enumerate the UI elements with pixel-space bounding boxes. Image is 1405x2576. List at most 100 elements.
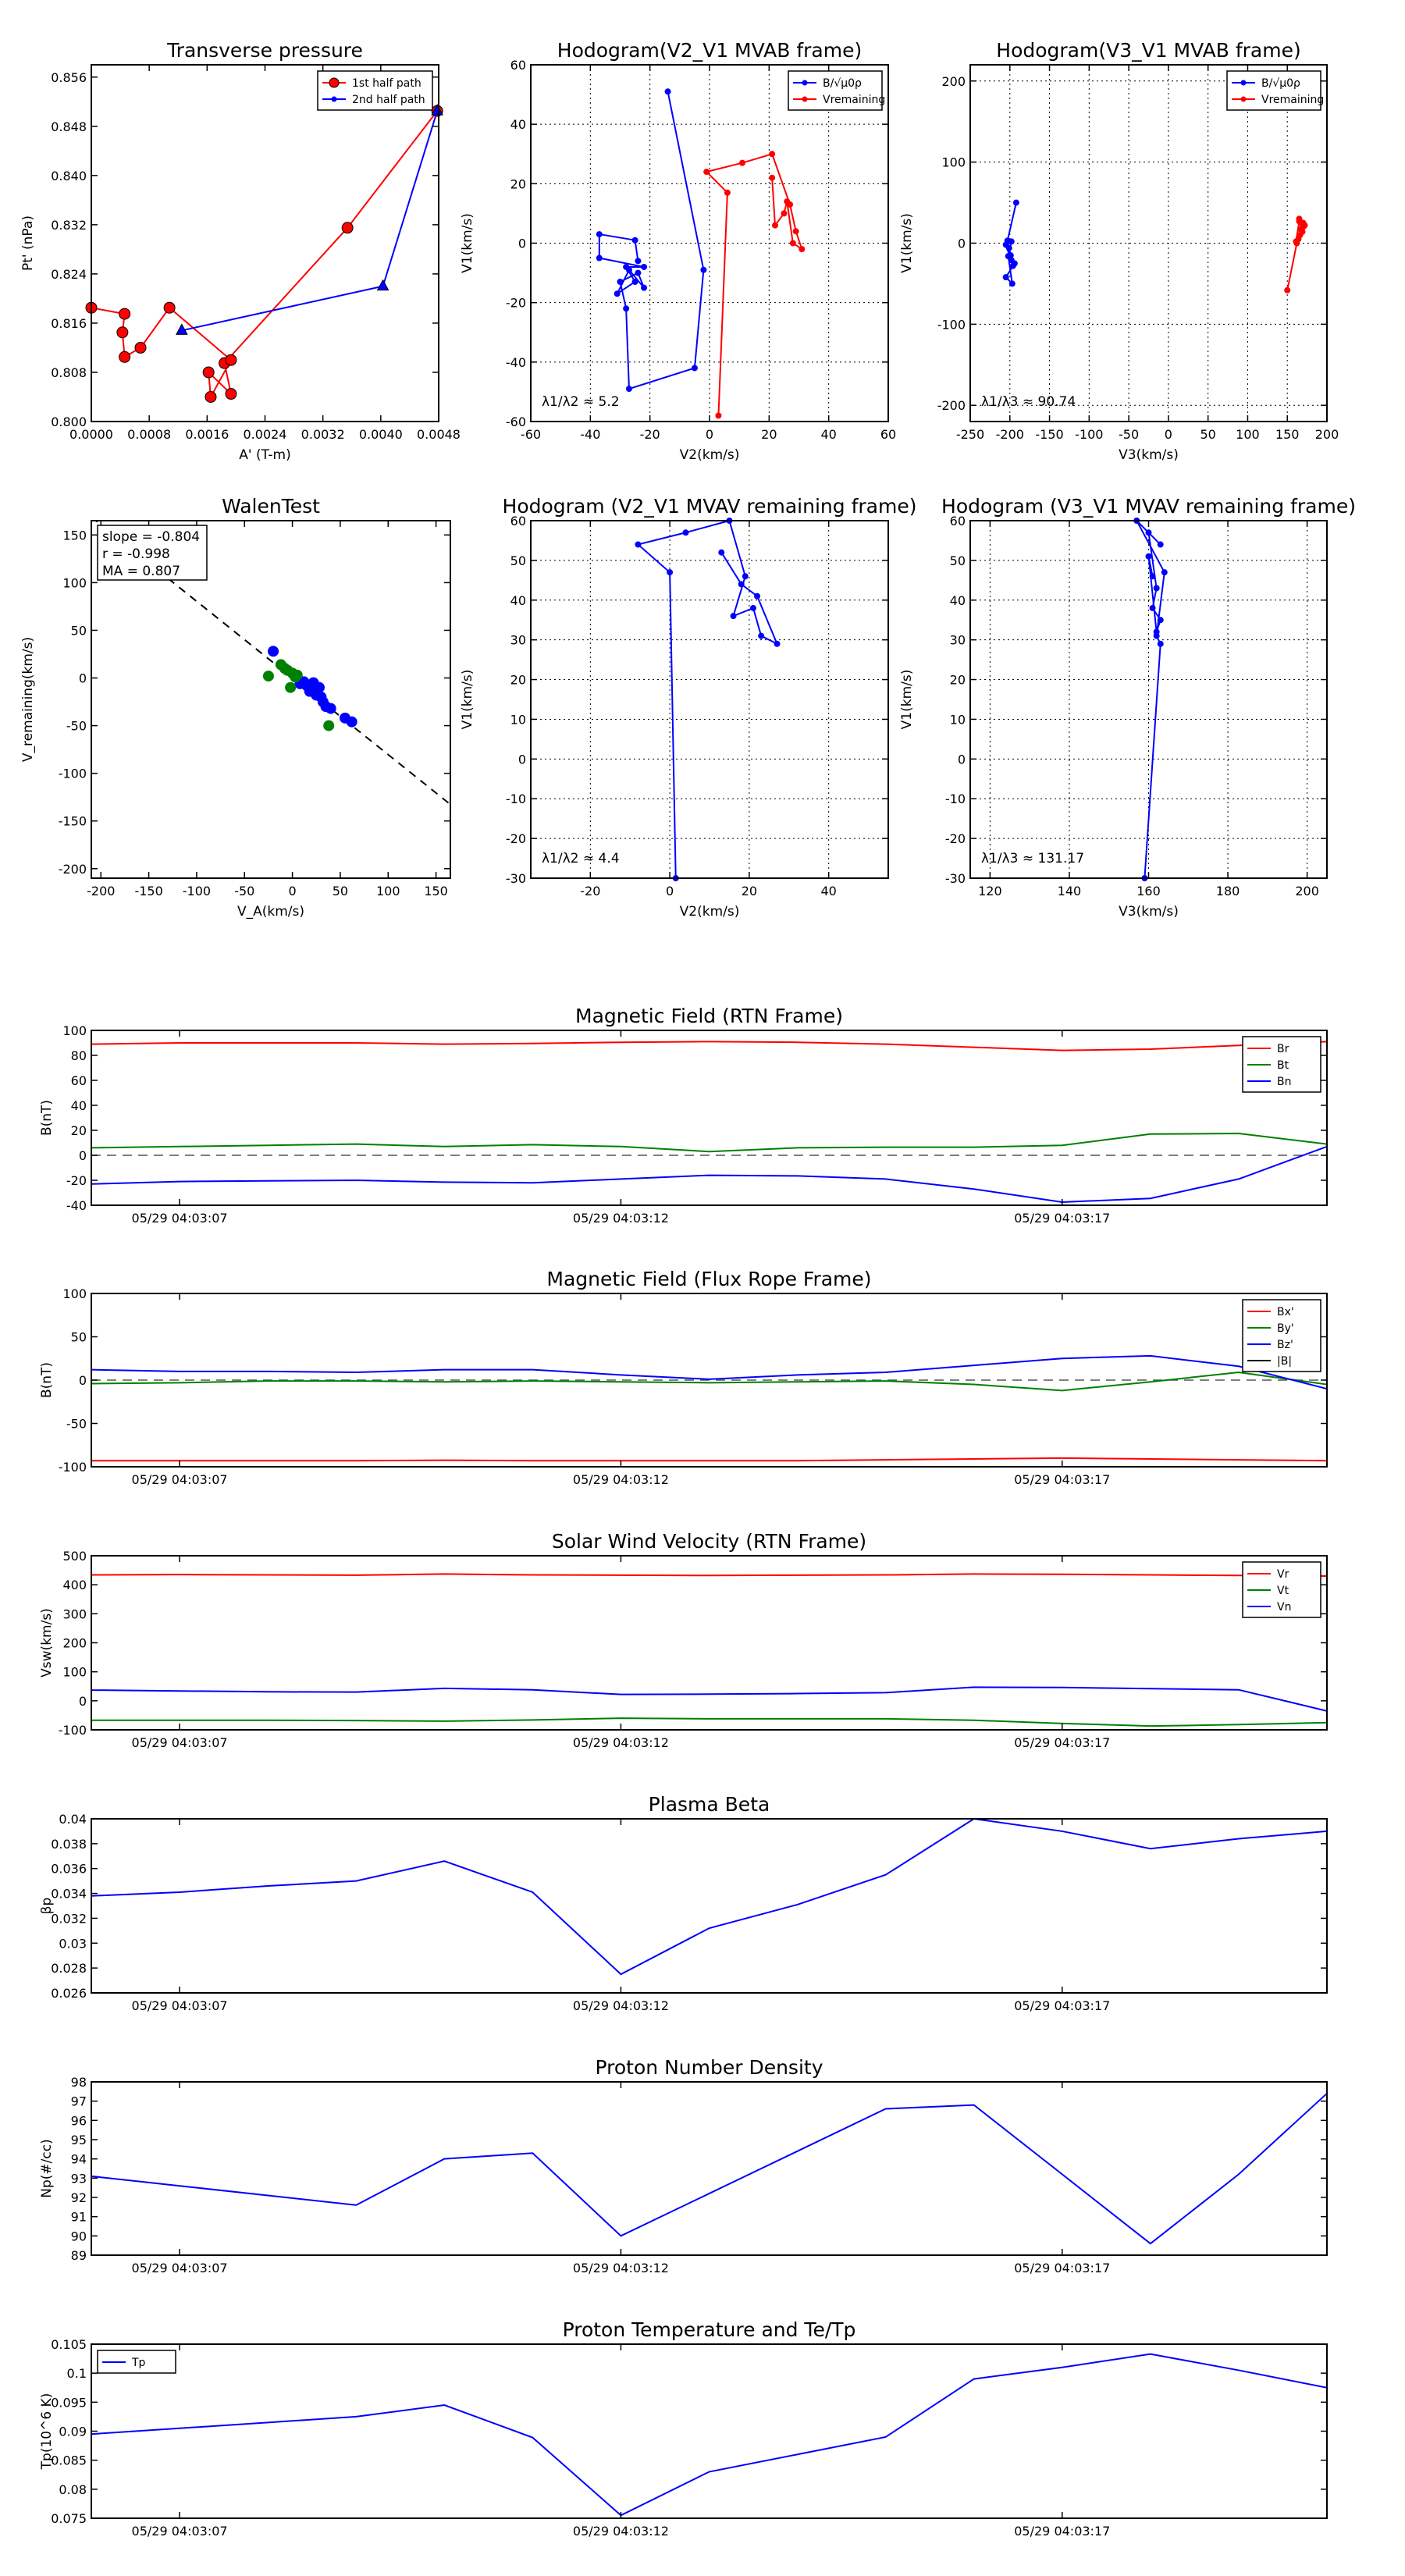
y-tick-label: -40 — [506, 355, 526, 370]
y-tick-label: 100 — [62, 575, 87, 590]
chart-panel-3: WalenTest -200 -150 -100 -50 0 50 100 150 -200 -15… — [20, 495, 451, 920]
y-tick-label: 10 — [950, 712, 966, 727]
x-tick-label: 05/29 04:03:17 — [1014, 2524, 1110, 2539]
legend-label: 1st half path — [352, 77, 422, 90]
series-line-2 — [91, 1145, 1327, 1204]
chart-title: Plasma Beta — [649, 1793, 770, 1816]
series-line-0 — [91, 110, 438, 400]
y-tick-label: 0.832 — [51, 218, 87, 233]
y-tick-label: 100 — [62, 1286, 87, 1301]
x-tick-label: 05/29 04:03:07 — [132, 2261, 228, 2275]
y-axis-label: V1(km/s) — [460, 213, 475, 273]
x-tick-label: -50 — [1119, 427, 1139, 442]
data-point — [1002, 241, 1009, 248]
data-point — [304, 685, 315, 697]
x-axis-label: A' (T-m) — [239, 447, 291, 463]
y-tick-label: 80 — [71, 1048, 87, 1063]
y-tick-label: -50 — [66, 719, 87, 734]
data-point — [119, 308, 131, 320]
series-line-0 — [91, 1041, 1327, 1051]
chart-panel-8: Solar Wind Velocity (RTN Frame) -100 0 100 2… — [39, 1530, 1328, 1750]
x-tick-label: -250 — [956, 427, 984, 442]
x-tick-label: 05/29 04:03:07 — [132, 1472, 228, 1487]
y-tick-label: 150 — [62, 528, 87, 543]
y-tick-label: -20 — [945, 831, 966, 846]
data-point — [262, 671, 274, 682]
y-tick-label: 50 — [950, 553, 966, 568]
data-point — [784, 198, 791, 205]
y-tick-label: -60 — [506, 415, 526, 429]
y-axis-label: Tp(10^6 K) — [39, 2393, 55, 2471]
data-point — [625, 386, 632, 393]
x-tick-label: 05/29 04:03:07 — [132, 1998, 228, 2013]
y-tick-label: -20 — [506, 831, 526, 846]
data-point — [431, 104, 443, 116]
y-tick-label: 92 — [71, 2190, 87, 2205]
x-tick-label: -200 — [87, 884, 115, 898]
data-point — [799, 246, 806, 253]
y-axis-label: Np(#/cc) — [39, 2139, 55, 2197]
x-tick-label: 0.0016 — [185, 427, 229, 442]
plot-frame — [91, 2343, 1328, 2519]
y-tick-label: 0.856 — [51, 70, 87, 85]
x-tick-label: 200 — [1295, 884, 1319, 898]
data-point — [664, 88, 671, 95]
y-tick-label: 0.036 — [51, 1862, 87, 1877]
legend-label: B/√μ0ρ — [823, 77, 862, 90]
legend-box — [1226, 70, 1321, 111]
data-point — [1149, 573, 1156, 580]
x-tick-label: 05/29 04:03:12 — [573, 1998, 669, 2013]
stats-line: slope = -0.804 — [102, 529, 200, 545]
y-tick-label: 200 — [941, 74, 966, 89]
x-tick-label: 200 — [1315, 427, 1339, 442]
y-axis-label: V_remaining(km/s) — [20, 637, 36, 762]
chart-panel-9: Plasma Beta 0.026 0.028 0.03 0.032 0.034 0.036… — [39, 1793, 1328, 2013]
y-tick-label: 0.095 — [51, 2395, 87, 2410]
data-point — [225, 354, 237, 366]
x-tick-label: 120 — [978, 884, 1002, 898]
legend-marker — [802, 96, 808, 102]
x-tick-label: -200 — [996, 427, 1024, 442]
x-tick-label: 05/29 04:03:12 — [573, 1472, 669, 1487]
x-tick-label: -20 — [580, 884, 600, 898]
data-point — [774, 640, 781, 647]
series-line-0 — [91, 1819, 1327, 1976]
data-point — [1293, 238, 1300, 245]
y-tick-label: 0.032 — [51, 1911, 87, 1926]
data-point — [1161, 569, 1168, 576]
data-point — [730, 613, 737, 620]
y-tick-label: 0.038 — [51, 1837, 87, 1852]
legend-label: Vremaining — [823, 94, 885, 106]
data-point — [1296, 218, 1303, 225]
y-tick-label: 98 — [71, 2075, 87, 2090]
chart-title: Hodogram (V2_V1 MVAV remaining frame) — [503, 495, 917, 518]
data-point — [346, 716, 357, 728]
x-tick-label: 0.0024 — [244, 427, 287, 442]
legend-marker — [1240, 80, 1247, 86]
data-point — [1005, 253, 1012, 260]
data-point — [290, 671, 301, 683]
chart-panel-0: Transverse pressure 0.800 0.808 0.816 0.824 0… — [20, 39, 461, 463]
y-axis-label: Vsw(km/s) — [39, 1608, 55, 1678]
data-point — [285, 681, 297, 693]
series-line-2 — [91, 1354, 1327, 1390]
legend-label: Bt — [1277, 1059, 1289, 1072]
x-tick-label: 100 — [1236, 427, 1260, 442]
data-point — [313, 681, 325, 693]
data-point — [703, 169, 710, 176]
data-point — [1145, 529, 1152, 536]
legend: Br Bt Bn — [1242, 1036, 1321, 1093]
stats-line: MA = 0.807 — [102, 564, 180, 579]
y-tick-label: 0.800 — [51, 415, 87, 429]
x-tick-label: 0 — [666, 884, 674, 898]
x-tick-label: 05/29 04:03:17 — [1014, 1998, 1110, 2013]
y-axis-label: V1(km/s) — [460, 670, 475, 730]
data-point — [771, 222, 778, 229]
chart-title: WalenTest — [222, 495, 320, 518]
series-line-0 — [636, 521, 779, 878]
series-line-0 — [91, 1573, 1327, 1578]
chart-title: Hodogram(V3_V1 MVAB frame) — [996, 39, 1300, 62]
plot-frame — [91, 1555, 1328, 1731]
y-tick-label: 0.03 — [59, 1936, 87, 1951]
chart-panel-4: Hodogram (V2_V1 MVAV remaining frame) -30… — [460, 495, 916, 920]
